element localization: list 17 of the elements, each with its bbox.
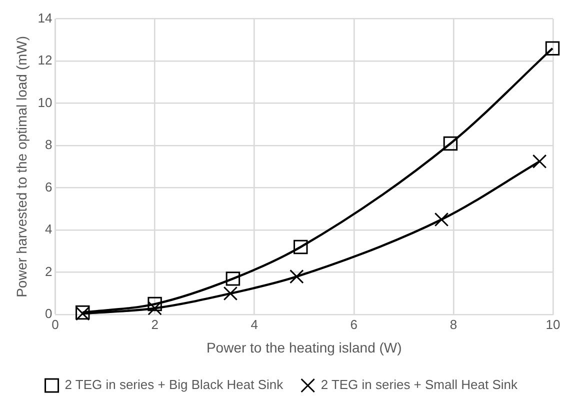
x-tick-label: 8 — [450, 316, 458, 332]
y-tick-label: 0 — [45, 306, 52, 322]
x-tick-label: 4 — [250, 316, 258, 332]
legend-label: 2 TEG in series + Small Heat Sink — [320, 377, 518, 392]
y-axis-title: Power harvested to the optimal load (mW) — [13, 36, 30, 298]
y-tick-label: 6 — [45, 179, 52, 194]
x-axis-title: Power to the heating island (W) — [206, 339, 402, 356]
y-tick-label: 10 — [38, 94, 52, 110]
y-tick-label: 14 — [38, 10, 52, 26]
x-tick-label: 6 — [350, 316, 358, 332]
y-tick-label: 2 — [45, 264, 52, 279]
x-tick-label: 10 — [546, 316, 560, 332]
y-tick-label: 8 — [45, 137, 52, 152]
legend-label: 2 TEG in series + Big Black Heat Sink — [64, 377, 284, 392]
x-tick-label: 2 — [151, 316, 158, 332]
y-tick-label: 4 — [45, 222, 52, 237]
y-tick-label: 12 — [38, 52, 52, 68]
